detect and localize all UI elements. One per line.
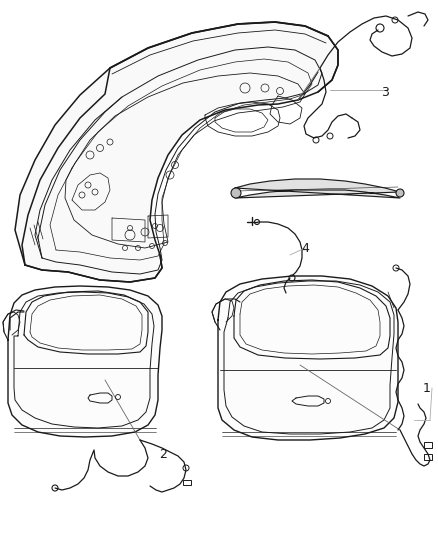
Text: 3: 3	[381, 85, 389, 99]
Polygon shape	[8, 286, 162, 437]
Polygon shape	[235, 179, 400, 198]
Text: 4: 4	[301, 241, 309, 254]
Text: 2: 2	[159, 448, 167, 462]
Bar	[183, 480, 191, 485]
Circle shape	[396, 189, 404, 197]
Bar	[424, 454, 432, 460]
Text: 1: 1	[423, 382, 431, 394]
Bar	[424, 442, 432, 448]
Polygon shape	[218, 276, 398, 440]
Circle shape	[231, 188, 241, 198]
Polygon shape	[15, 22, 338, 282]
